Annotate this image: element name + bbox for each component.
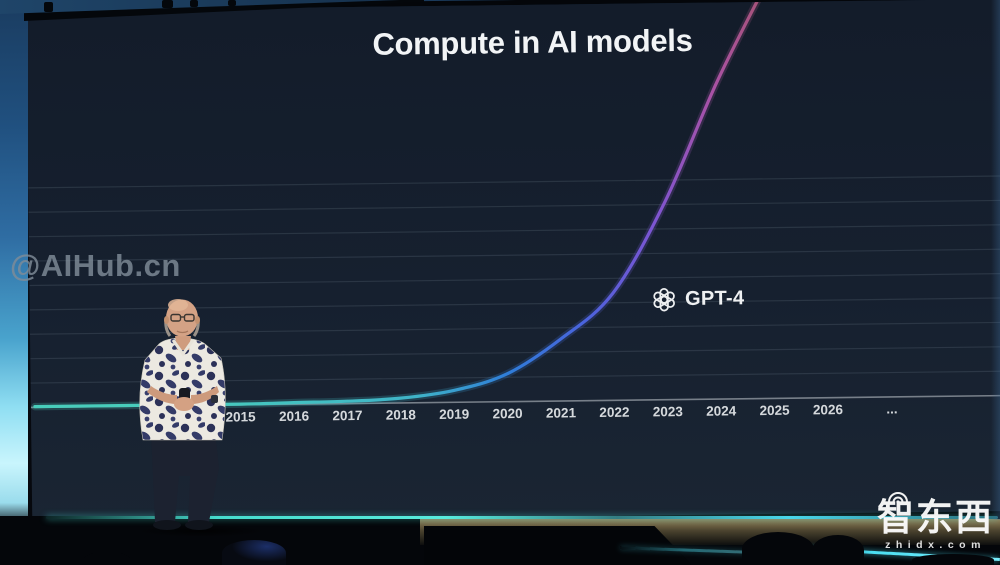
x-tick-label: 2025 [759, 402, 790, 419]
rigging-bracket [44, 2, 53, 12]
zhidx-domain-text: zhidx.com [885, 539, 986, 551]
speaker-shoe [153, 520, 181, 530]
speaker-arm [191, 386, 219, 404]
compute-growth-chart [28, 0, 1000, 411]
stage-left-light-wall [0, 0, 28, 565]
aihub-watermark: @AIHub.cn [10, 248, 181, 283]
wifi-arcs-icon [888, 492, 908, 503]
screen-bottom-led-strip [46, 516, 998, 519]
rigging-bracket [228, 0, 236, 6]
speaker-arm [147, 386, 177, 404]
speaker-person [139, 299, 226, 530]
audience-head-silhouette [742, 532, 814, 565]
audience-head-silhouette [812, 535, 864, 565]
audience-head-silhouette [222, 540, 286, 565]
openai-logo-icon [653, 288, 676, 312]
stage-right-glow [991, 0, 1000, 520]
gpt4-label: GPT-4 [684, 287, 745, 311]
shirt-collar [171, 339, 195, 357]
rigging-bracket [162, 0, 173, 8]
x-tick-label: ... [886, 401, 898, 417]
x-tick-label: 2023 [652, 404, 683, 420]
x-tick-label: 2026 [812, 402, 844, 418]
stage-console-silhouette [424, 526, 692, 565]
compute-curve [33, 0, 771, 409]
presentation-screen: Compute in AI models 2015 2016 2017 2018 201… [26, 0, 1000, 523]
x-tick-label: 2018 [385, 407, 416, 423]
speaker-shoe [185, 520, 213, 530]
bald-highlight [168, 299, 188, 311]
rigging-bracket [190, 0, 198, 7]
gpt4-annotation: GPT-4 [652, 286, 745, 312]
speaker-hands [174, 397, 194, 411]
x-tick-label: 2021 [545, 405, 577, 421]
x-tick-label: 2017 [332, 407, 363, 424]
speaker-pants [151, 432, 219, 522]
equipment-silhouette [690, 560, 716, 565]
x-tick-label: 2019 [439, 406, 470, 422]
wrist-watch [211, 395, 218, 403]
zhidx-logo-text: 智东西 [877, 492, 994, 536]
glasses-icon [170, 313, 195, 322]
zhidx-logo: 智东西 zhidx.com [877, 492, 994, 551]
x-tick-label: 2022 [599, 404, 630, 421]
ear [195, 316, 200, 324]
x-tick-label: 2016 [278, 408, 310, 424]
x-tick-label: 2020 [492, 405, 523, 422]
audience-head-silhouette [84, 552, 130, 565]
audience-head-silhouette [912, 554, 994, 565]
x-tick-label: 2024 [706, 403, 737, 419]
mouth [176, 330, 189, 334]
ear [164, 316, 169, 324]
